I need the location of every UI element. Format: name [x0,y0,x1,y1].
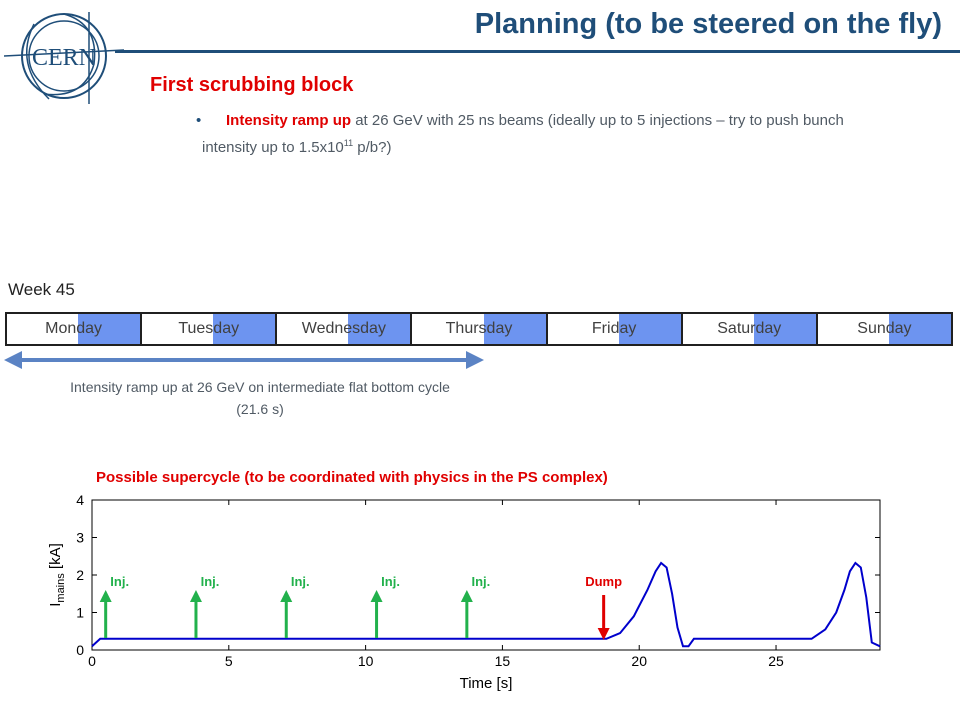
day-sunday: Sunday [815,312,953,346]
scrubbing-block [618,314,681,344]
day-friday: Friday [545,312,683,346]
bullet-text-2: p/b?) [353,139,392,156]
injection-label: Inj. [291,574,310,589]
day-monday: Monday [5,312,143,346]
x-tick-label: 5 [225,653,233,669]
day-thursday: Thursday [410,312,548,346]
y-tick-label: 0 [76,642,84,658]
y-tick-label: 2 [76,567,84,583]
injection-marker: Inj. [189,574,220,638]
scrubbing-block [348,314,411,344]
dump-marker: Dump [585,574,622,640]
y-tick-label: 1 [76,605,84,621]
cern-logo-text: CERN [32,45,96,71]
day-label: Wednesday [301,320,386,337]
injection-marker: Inj. [370,574,400,638]
mains-current-line [91,561,881,648]
supercycle-chart: 0 5 10 15 20 25 0 1 2 3 4 Imains [kA] Time [s] Inj… [47,492,881,692]
scrubbing-block [213,314,276,344]
injection-label: Inj. [471,574,490,589]
injection-annotations: Inj. Inj. Inj. Inj. Inj. Dump [99,574,622,640]
dump-arrow-head [597,628,610,640]
bullet-item: • Intensity ramp up at 26 GeV with 25 ns… [196,110,862,159]
x-tick-label: 0 [88,653,96,669]
injection-arrow-head [370,590,383,602]
page-title: Planning (to be steered on the fly) [474,8,942,40]
x-tick-label: 10 [358,653,374,669]
cern-logo: CERN [4,12,125,104]
scrubbing-block [753,314,816,344]
injection-arrow-head [460,590,473,602]
day-label: Monday [45,320,103,337]
day-label: Saturday [717,320,782,337]
day-label: Thursday [445,320,513,337]
injection-arrow-head [99,590,112,602]
x-tick-label: 20 [631,653,647,669]
ramp-up-note: Intensity ramp up at 26 GeV on intermedi… [70,379,450,417]
x-axis-label: Time [s] [460,675,513,692]
day-saturday: Saturday [680,312,818,346]
week-day-bar: Monday Tuesday Wednesday Thursday Friday… [5,312,953,346]
y-axis-label-main: I [47,603,64,607]
y-axis-label: Imains [kA] [47,543,67,607]
injection-marker: Inj. [99,574,129,638]
supercycle-label: Possible supercycle (to be coordinated w… [96,469,608,486]
bullet-exponent: 11 [343,138,354,148]
day-label: Tuesday [178,320,240,337]
injection-arrow-head [280,590,293,602]
injection-label: Inj. [201,574,220,589]
bullet-lead: Intensity ramp up [226,112,352,129]
day-label: Friday [591,320,637,337]
day-wednesday: Wednesday [275,312,413,346]
x-tick-label: 15 [495,653,511,669]
bullet-dot-icon: • [196,112,202,129]
injection-marker: Inj. [280,574,310,638]
y-tick-label: 3 [76,530,84,546]
scrubbing-block [78,314,141,344]
plot-area [91,499,881,651]
y-axis-label-sub: mains [55,573,67,603]
injection-label: Inj. [110,574,129,589]
title-divider [115,50,960,53]
day-label: Sunday [857,320,912,337]
y-tick-label: 4 [76,492,84,508]
day-tuesday: Tuesday [140,312,278,346]
injection-marker: Inj. [460,574,490,638]
bullet-text-1: at 26 GeV with 25 ns beams (ideally up t… [202,112,844,156]
injection-arrow-head [189,590,202,602]
scrubbing-block [483,314,546,344]
y-axis-label-unit: [kA] [47,543,64,573]
x-tick-label: 25 [768,653,784,669]
week-label: Week 45 [8,280,75,299]
double-arrow-icon [4,351,484,369]
scrubbing-block [888,314,951,344]
axis-ticks: 0 5 10 15 20 25 0 1 2 3 4 [76,492,880,669]
injection-label: Inj. [381,574,400,589]
dump-label: Dump [585,574,622,589]
section-title: First scrubbing block [150,74,354,96]
